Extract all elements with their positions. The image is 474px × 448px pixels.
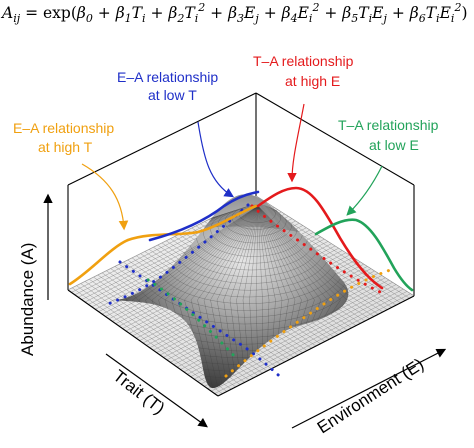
box-edge-front-left <box>67 289 219 397</box>
environment-axis-arrow <box>291 348 447 429</box>
label-ta-low-e-line2: at low E <box>369 137 419 153</box>
axis-arrows <box>43 193 447 429</box>
arrow-ea-high-t <box>81 163 129 231</box>
trait-axis-arrow <box>105 353 208 428</box>
label-ea-high-t-line1: E–A relationship <box>13 120 114 136</box>
label-ta-high-e-line2: at high E <box>285 73 340 89</box>
label-ta-low-e-line1: T–A relationship <box>338 117 439 133</box>
label-ea-low-t-line1: E–A relationship <box>117 69 218 85</box>
transect-ta-low-e-dots <box>146 278 238 360</box>
label-ea-low-t-line2: at low T <box>148 87 197 103</box>
box-edge-back-right-top <box>255 92 415 186</box>
wall-curves <box>68 186 414 292</box>
box-edge-back-left-top <box>67 92 257 186</box>
plot-box-front <box>67 289 415 397</box>
model-equation: Aij = exp(β0 + β1Ti + β2Ti2 + β3Ej + β4E… <box>0 1 468 25</box>
callout-arrows <box>81 103 383 231</box>
arrow-ea-low-t <box>197 121 235 198</box>
curve-ea-low-t <box>148 190 260 242</box>
label-ta-high-e-line1: T–A relationship <box>253 53 354 69</box>
curve-ta-low-e <box>314 218 414 292</box>
curve-ta-high-e <box>256 186 384 290</box>
relationship-labels: E–A relationship at low T E–A relationsh… <box>13 53 439 155</box>
equation-text: Aij = exp(β0 + β1Ti + β2Ti2 + β3Ej + β4E… <box>0 1 468 25</box>
label-ea-high-t-line2: at high T <box>38 139 93 155</box>
arrow-ta-low-e <box>346 165 383 216</box>
transect-trait-dots <box>118 260 286 382</box>
box-edge-front-right <box>217 295 415 397</box>
axis-label-abundance: Abundance (A) <box>18 243 37 356</box>
axis-label-environment: Environment (E) <box>314 355 427 438</box>
transect-ta-high-e-dots <box>250 204 382 294</box>
surface-transects <box>106 203 398 382</box>
arrow-ta-high-e <box>287 103 305 183</box>
